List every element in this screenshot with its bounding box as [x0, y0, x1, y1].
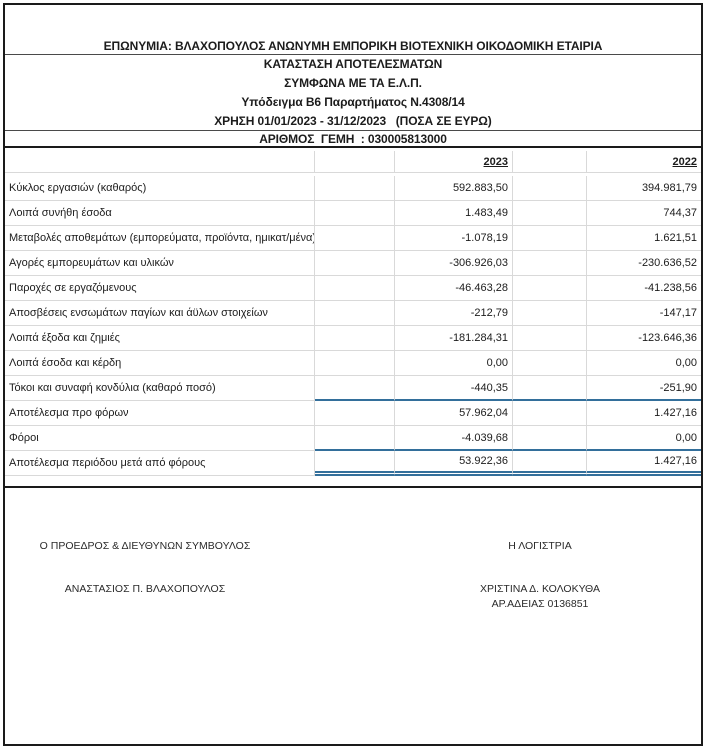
period-line: ΧΡΗΣΗ 01/01/2023 - 31/12/2023 (ΠΟΣΑ ΣΕ Ε… — [5, 112, 701, 131]
row-value-2022: 394.981,79 — [587, 176, 701, 201]
table-header-blank — [5, 151, 315, 173]
chairman-title: Ο ΠΡΟΕΔΡΟΣ & ΔΙΕΥΘΥΝΩΝ ΣΥΜΒΟΥΛΟΣ — [39, 540, 251, 552]
accountant-license-number: ΑΡ.ΑΔΕΙΑΣ 0136851 — [491, 598, 589, 610]
row-gap-cell — [513, 251, 587, 276]
row-gap-cell — [315, 201, 395, 226]
row-gap-cell — [315, 251, 395, 276]
row-gap-cell — [315, 401, 395, 426]
row-value-2022: 744,37 — [587, 201, 701, 226]
accountant-name: ΧΡΙΣΤΙΝΑ Δ. ΚΟΛΟΚΥΘΑ — [480, 583, 600, 595]
row-value-2023: -181.284,31 — [395, 326, 513, 351]
row-value-2023: -46.463,28 — [395, 276, 513, 301]
row-gap-cell — [315, 176, 395, 201]
row-gap-cell — [513, 201, 587, 226]
row-gap-cell — [513, 276, 587, 301]
registry-number-line: ΑΡΙΘΜΟΣ ΓΕΜΗ : 030005813000 — [5, 131, 701, 148]
row-value-2023: 53.922,36 — [395, 451, 513, 476]
row-value-2022: 1.427,16 — [587, 401, 701, 426]
company-name-line: ΕΠΩΝΥΜΙΑ: ΒΛΑΧΟΠΟΥΛΟΣ ΑΝΩΝΥΜΗ ΕΜΠΟΡΙΚΗ Β… — [5, 37, 701, 55]
row-label: Μεταβολές αποθεμάτων (εμπορεύματα, προϊό… — [5, 226, 315, 251]
row-value-2022: -147,17 — [587, 301, 701, 326]
row-value-2022: 0,00 — [587, 426, 701, 451]
row-gap-cell — [513, 451, 587, 476]
row-gap-cell — [315, 426, 395, 451]
row-gap-cell — [315, 301, 395, 326]
row-gap-cell — [315, 276, 395, 301]
row-label: Παροχές σε εργαζόμενους — [5, 276, 315, 301]
signature-block-accountant: Η ΛΟΓΙΣΤΡΙΑ ΧΡΙΣΤΙΝΑ Δ. ΚΟΛΟΚΥΘΑ ΑΡ.ΑΔΕΙ… — [395, 540, 685, 610]
row-gap-cell — [513, 376, 587, 401]
row-label: Αποτέλεσμα προ φόρων — [5, 401, 315, 426]
row-value-2023: -440,35 — [395, 376, 513, 401]
chairman-name: ΑΝΑΣΤΑΣΙΟΣ Π. ΒΛΑΧΟΠΟΥΛΟΣ — [64, 583, 226, 595]
income-statement-table: 2023 2022 Κύκλος εργασιών (καθαρός) 592.883… — [5, 151, 701, 476]
row-value-2023: -1.078,19 — [395, 226, 513, 251]
row-label: Φόροι — [5, 426, 315, 451]
row-value-2023: -4.039,68 — [395, 426, 513, 451]
row-value-2022: 1.427,16 — [587, 451, 701, 476]
row-value-2022: -123.646,36 — [587, 326, 701, 351]
accountant-title: Η ΛΟΓΙΣΤΡΙΑ — [508, 540, 572, 552]
row-value-2023: 592.883,50 — [395, 176, 513, 201]
row-gap-cell — [315, 226, 395, 251]
table-header-gap — [315, 151, 395, 173]
row-gap-cell — [513, 351, 587, 376]
row-value-2022: 0,00 — [587, 351, 701, 376]
row-gap-cell — [513, 226, 587, 251]
row-value-2022: -251,90 — [587, 376, 701, 401]
row-value-2023: -212,79 — [395, 301, 513, 326]
row-gap-cell — [513, 301, 587, 326]
row-gap-cell — [315, 451, 395, 476]
row-value-2023: 1.483,49 — [395, 201, 513, 226]
template-line: Υπόδειγμα Β6 Παραρτήματος Ν.4308/14 — [241, 95, 465, 109]
row-label: Κύκλος εργασιών (καθαρός) — [5, 176, 315, 201]
statement-header: ΕΠΩΝΥΜΙΑ: ΒΛΑΧΟΠΟΥΛΟΣ ΑΝΩΝΥΜΗ ΕΜΠΟΡΙΚΗ Β… — [5, 5, 701, 148]
row-value-2022: 1.621,51 — [587, 226, 701, 251]
row-gap-cell — [513, 326, 587, 351]
row-label: Λοιπά συνήθη έσοδα — [5, 201, 315, 226]
column-header-2023: 2023 — [395, 151, 513, 173]
row-label: Αγορές εμπορευμάτων και υλικών — [5, 251, 315, 276]
row-label: Αποτέλεσμα περιόδου μετά από φόρους — [5, 451, 315, 476]
row-value-2022: -41.238,56 — [587, 276, 701, 301]
signature-section: Ο ΠΡΟΕΔΡΟΣ & ΔΙΕΥΘΥΝΩΝ ΣΥΜΒΟΥΛΟΣ ΑΝΑΣΤΑΣ… — [3, 486, 703, 746]
row-gap-cell — [315, 376, 395, 401]
row-label: Τόκοι και συναφή κονδύλια (καθαρό ποσό) — [5, 376, 315, 401]
row-gap-cell — [513, 176, 587, 201]
row-label: Αποσβέσεις ενσωμάτων παγίων και άϋλων στ… — [5, 301, 315, 326]
table-header-gap — [513, 151, 587, 173]
row-gap-cell — [315, 351, 395, 376]
column-header-2022: 2022 — [587, 151, 701, 173]
row-value-2023: 57.962,04 — [395, 401, 513, 426]
row-gap-cell — [513, 426, 587, 451]
row-gap-cell — [315, 326, 395, 351]
header-spacer — [5, 5, 701, 37]
row-value-2022: -230.636,52 — [587, 251, 701, 276]
row-gap-cell — [513, 401, 587, 426]
row-label: Λοιπά έξοδα και ζημιές — [5, 326, 315, 351]
row-label: Λοιπά έσοδα και κέρδη — [5, 351, 315, 376]
statement-title: ΚΑΤΑΣΤΑΣΗ ΑΠΟΤΕΛΕΣΜΑΤΩΝ — [263, 57, 443, 71]
row-value-2023: -306.926,03 — [395, 251, 513, 276]
standards-line: ΣΥΜΦΩΝΑ ΜΕ ΤΑ Ε.Λ.Π. — [284, 76, 422, 90]
signature-block-chairman: Ο ΠΡΟΕΔΡΟΣ & ΔΙΕΥΘΥΝΩΝ ΣΥΜΒΟΥΛΟΣ ΑΝΑΣΤΑΣ… — [33, 540, 257, 595]
row-value-2023: 0,00 — [395, 351, 513, 376]
